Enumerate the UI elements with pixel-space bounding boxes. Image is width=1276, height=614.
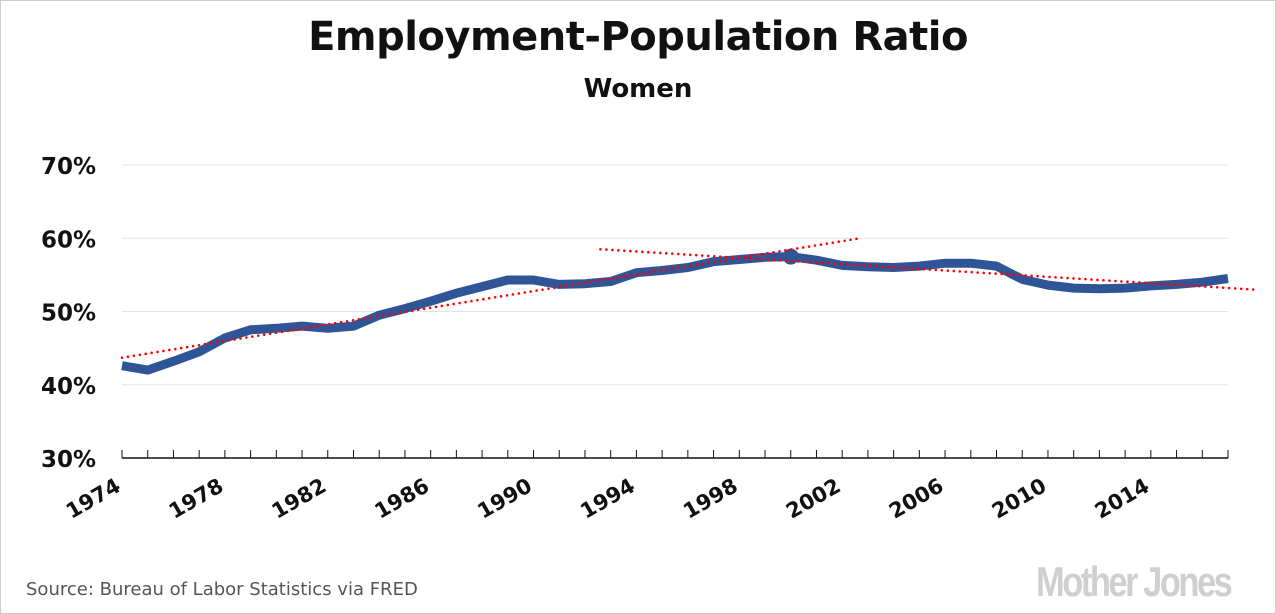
source-note: Source: Bureau of Labor Statistics via F…	[26, 579, 418, 600]
gridlines	[122, 164, 1228, 386]
y-tick-label: 50%	[41, 301, 96, 327]
series-layer	[121, 248, 1229, 375]
x-axis-tick-labels: 1974 1978 1982 1986 1990 1994 1998 2002 2006 2010…	[62, 474, 1153, 524]
trend-2000-2017	[599, 247, 1256, 291]
x-tick-label: 1974	[62, 474, 125, 524]
mother-jones-logo: Mother Jones	[1036, 558, 1233, 605]
x-tick-label: 1990	[473, 474, 536, 524]
x-tick-label: 1994	[576, 474, 639, 524]
x-tick-label: 1998	[679, 474, 742, 524]
y-axis-tick-labels: 30% 40% 50% 60% 70%	[41, 154, 96, 473]
x-tick-label: 1986	[371, 474, 434, 524]
chart-title: Employment-Population Ratio	[308, 14, 968, 60]
y-tick-label: 70%	[41, 154, 96, 180]
x-tick-label: 1978	[165, 474, 228, 524]
y-tick-label: 30%	[41, 447, 96, 473]
x-tick-label: 2014	[1091, 474, 1154, 524]
y-tick-label: 60%	[41, 227, 96, 253]
x-tick-label: 1982	[268, 474, 331, 524]
trend-1974-2000	[120, 236, 862, 359]
series-line	[121, 252, 1229, 375]
chart-subtitle: Women	[583, 74, 693, 104]
y-tick-label: 40%	[41, 374, 96, 400]
x-tick-label: 2010	[988, 474, 1051, 524]
x-axis	[121, 450, 1229, 459]
x-tick-label: 2002	[782, 474, 845, 524]
trendlines-layer	[120, 236, 1256, 359]
x-tick-label: 2006	[885, 474, 948, 524]
